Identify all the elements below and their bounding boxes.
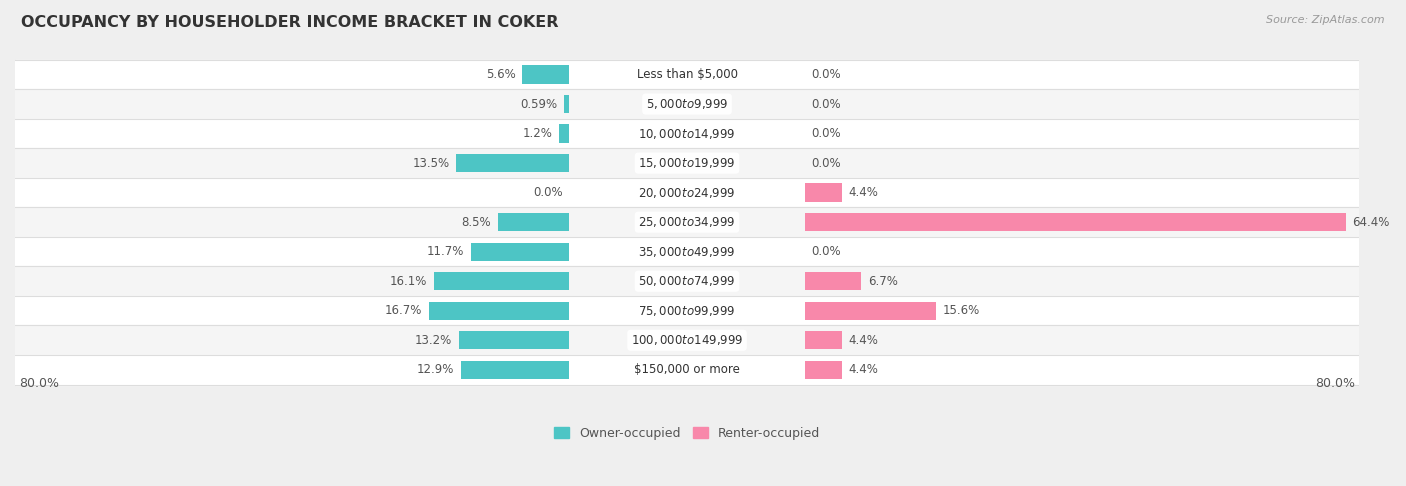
Text: 0.0%: 0.0%	[533, 186, 562, 199]
Bar	[15, 237, 1360, 266]
Text: $20,000 to $24,999: $20,000 to $24,999	[638, 186, 735, 200]
Text: $75,000 to $99,999: $75,000 to $99,999	[638, 304, 735, 318]
Bar	[564, 95, 569, 113]
Text: 0.0%: 0.0%	[811, 98, 841, 111]
Text: Less than $5,000: Less than $5,000	[637, 68, 738, 81]
Bar	[15, 208, 1360, 237]
Bar	[15, 119, 1360, 148]
Bar	[15, 178, 1360, 208]
Text: $25,000 to $34,999: $25,000 to $34,999	[638, 215, 735, 229]
Text: OCCUPANCY BY HOUSEHOLDER INCOME BRACKET IN COKER: OCCUPANCY BY HOUSEHOLDER INCOME BRACKET …	[21, 15, 558, 30]
Bar	[456, 154, 569, 172]
Text: 0.0%: 0.0%	[811, 68, 841, 81]
Bar	[429, 302, 569, 320]
Bar	[15, 355, 1360, 384]
Text: $5,000 to $9,999: $5,000 to $9,999	[645, 97, 728, 111]
Text: $150,000 or more: $150,000 or more	[634, 363, 740, 376]
Bar	[804, 302, 935, 320]
Bar	[498, 213, 569, 231]
Text: 0.0%: 0.0%	[811, 127, 841, 140]
Text: 12.9%: 12.9%	[418, 363, 454, 376]
Legend: Owner-occupied, Renter-occupied: Owner-occupied, Renter-occupied	[548, 422, 825, 445]
Bar	[458, 331, 569, 349]
Bar	[15, 89, 1360, 119]
Bar	[15, 296, 1360, 326]
Bar	[15, 326, 1360, 355]
Text: $15,000 to $19,999: $15,000 to $19,999	[638, 156, 735, 170]
Text: 4.4%: 4.4%	[848, 186, 879, 199]
Bar	[471, 243, 569, 261]
Bar	[804, 272, 860, 290]
Bar	[804, 184, 842, 202]
Text: 5.6%: 5.6%	[486, 68, 516, 81]
Bar	[461, 361, 569, 379]
Text: 13.2%: 13.2%	[415, 334, 451, 347]
Text: 4.4%: 4.4%	[848, 363, 879, 376]
Text: $100,000 to $149,999: $100,000 to $149,999	[631, 333, 744, 347]
Text: 11.7%: 11.7%	[427, 245, 464, 258]
Bar	[434, 272, 569, 290]
Bar	[15, 148, 1360, 178]
Bar	[804, 361, 842, 379]
Text: Source: ZipAtlas.com: Source: ZipAtlas.com	[1267, 15, 1385, 25]
Bar	[15, 60, 1360, 89]
Text: 8.5%: 8.5%	[461, 216, 491, 229]
Text: 15.6%: 15.6%	[942, 304, 980, 317]
Text: 80.0%: 80.0%	[1315, 377, 1355, 390]
Text: $10,000 to $14,999: $10,000 to $14,999	[638, 126, 735, 140]
Text: 64.4%: 64.4%	[1353, 216, 1389, 229]
Text: 13.5%: 13.5%	[412, 156, 450, 170]
Text: $50,000 to $74,999: $50,000 to $74,999	[638, 274, 735, 288]
Text: 16.1%: 16.1%	[389, 275, 427, 288]
Bar	[15, 266, 1360, 296]
Bar	[560, 124, 569, 143]
Bar	[804, 213, 1346, 231]
Text: 1.2%: 1.2%	[523, 127, 553, 140]
Bar	[523, 66, 569, 84]
Text: 0.0%: 0.0%	[811, 156, 841, 170]
Text: 16.7%: 16.7%	[385, 304, 422, 317]
Bar	[804, 331, 842, 349]
Text: 80.0%: 80.0%	[20, 377, 59, 390]
Text: $35,000 to $49,999: $35,000 to $49,999	[638, 244, 735, 259]
Text: 0.59%: 0.59%	[520, 98, 558, 111]
Text: 6.7%: 6.7%	[868, 275, 897, 288]
Text: 4.4%: 4.4%	[848, 334, 879, 347]
Text: 0.0%: 0.0%	[811, 245, 841, 258]
